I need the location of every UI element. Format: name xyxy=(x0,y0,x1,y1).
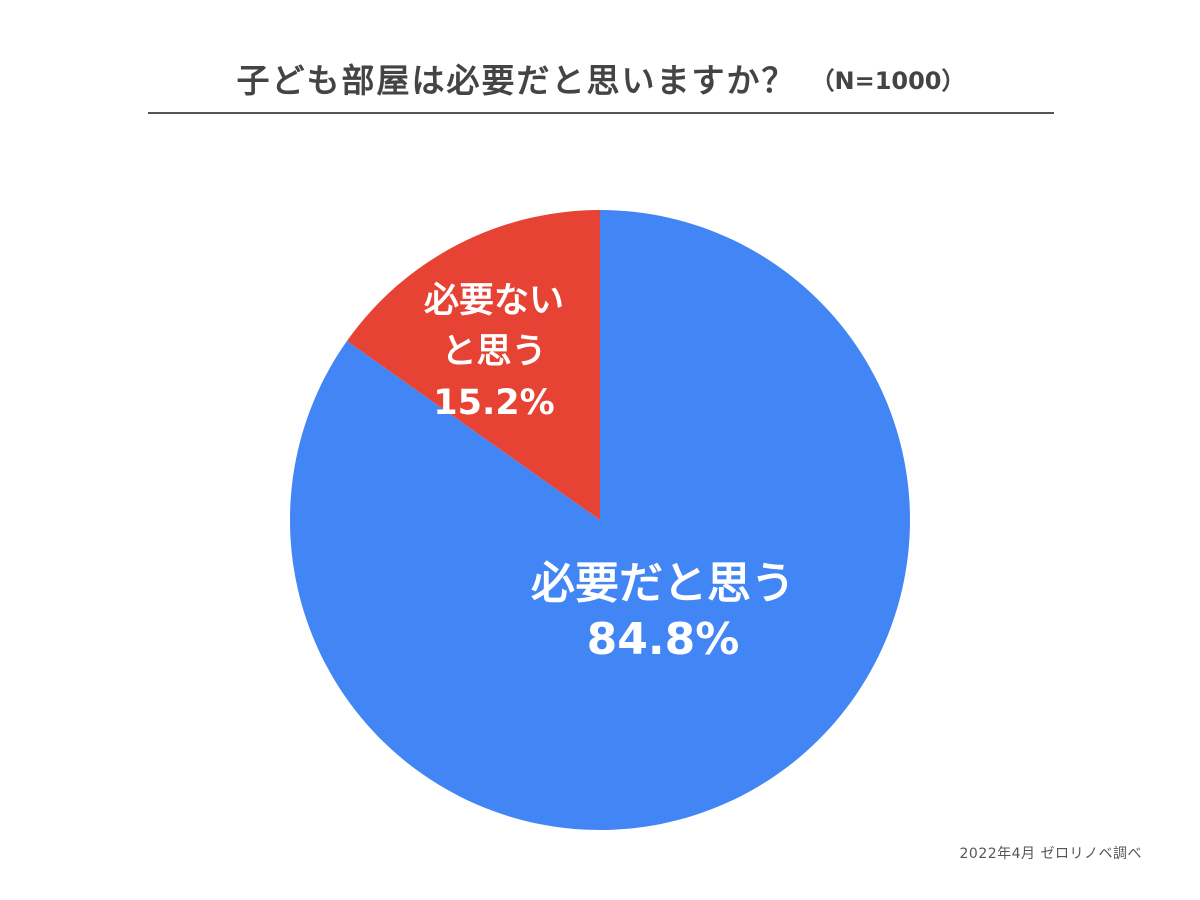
pie-slice-1 xyxy=(346,210,600,520)
chart-title-area: 子ども部屋は必要だと思いますか？ （N=1000） xyxy=(148,52,1054,114)
slice-value-label-0: 84.8% xyxy=(587,614,740,665)
slice-value-label-1: 15.2% xyxy=(433,383,554,423)
slice-name-label-1: 必要ない xyxy=(424,281,564,321)
slice-name-label-0: 必要だと思う xyxy=(531,558,795,609)
title-underline xyxy=(148,112,1054,114)
sample-size: （N=1000） xyxy=(810,67,966,95)
slice-name-label-1: と思う xyxy=(441,332,546,372)
pie-slice-0 xyxy=(289,210,910,830)
source-note: 2022年4月 ゼロリノベ調べ xyxy=(959,846,1142,862)
chart-title: 子ども部屋は必要だと思いますか？ xyxy=(236,61,797,100)
